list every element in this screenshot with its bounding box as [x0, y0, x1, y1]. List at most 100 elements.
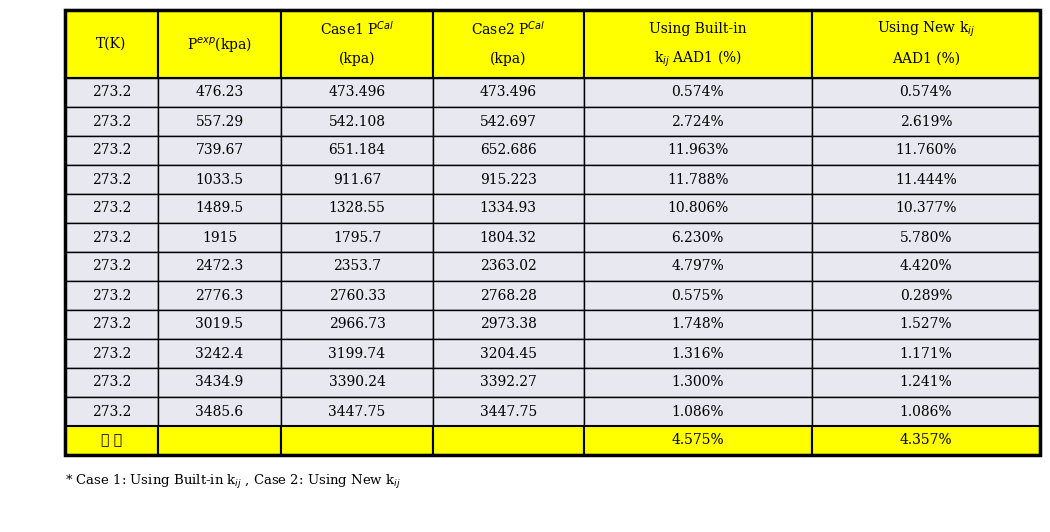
- Text: (kpa): (kpa): [339, 52, 375, 66]
- Text: 2363.02: 2363.02: [480, 260, 537, 273]
- Bar: [65, 194, 158, 223]
- Text: 4.575%: 4.575%: [671, 434, 724, 447]
- Bar: [433, 252, 584, 281]
- Bar: [65, 310, 158, 339]
- Text: 4.797%: 4.797%: [671, 260, 724, 273]
- Text: 5.780%: 5.780%: [900, 230, 952, 245]
- Text: 1.316%: 1.316%: [671, 346, 724, 361]
- Bar: [812, 223, 1040, 252]
- Bar: [158, 136, 281, 165]
- Bar: [812, 281, 1040, 310]
- Bar: [812, 78, 1040, 107]
- Bar: [433, 10, 584, 78]
- Text: 10.377%: 10.377%: [896, 202, 957, 215]
- Text: 3434.9: 3434.9: [195, 376, 244, 389]
- Bar: [65, 368, 158, 397]
- Text: 915.223: 915.223: [480, 172, 537, 187]
- Text: 273.2: 273.2: [91, 202, 131, 215]
- Bar: [584, 194, 812, 223]
- Text: 2768.28: 2768.28: [480, 288, 537, 303]
- Bar: [433, 426, 584, 455]
- Bar: [812, 368, 1040, 397]
- Bar: [281, 223, 433, 252]
- Text: 273.2: 273.2: [91, 288, 131, 303]
- Bar: [433, 78, 584, 107]
- Text: 2966.73: 2966.73: [329, 318, 385, 331]
- Text: T(K): T(K): [97, 37, 126, 51]
- Bar: [158, 78, 281, 107]
- Text: 3392.27: 3392.27: [480, 376, 537, 389]
- Bar: [65, 252, 158, 281]
- Bar: [65, 223, 158, 252]
- Bar: [65, 165, 158, 194]
- Text: 1795.7: 1795.7: [333, 230, 381, 245]
- Text: 11.760%: 11.760%: [896, 144, 957, 157]
- Bar: [433, 281, 584, 310]
- Text: 1489.5: 1489.5: [195, 202, 244, 215]
- Text: 3447.75: 3447.75: [329, 404, 385, 419]
- Text: 3485.6: 3485.6: [195, 404, 244, 419]
- Bar: [812, 10, 1040, 78]
- Text: 3447.75: 3447.75: [480, 404, 537, 419]
- Text: 0.289%: 0.289%: [900, 288, 952, 303]
- Text: 473.496: 473.496: [329, 86, 385, 99]
- Bar: [158, 165, 281, 194]
- Bar: [65, 281, 158, 310]
- Bar: [584, 310, 812, 339]
- Bar: [433, 310, 584, 339]
- Bar: [158, 10, 281, 78]
- Text: 1.748%: 1.748%: [671, 318, 724, 331]
- Bar: [584, 165, 812, 194]
- Text: 0.574%: 0.574%: [671, 86, 724, 99]
- Text: 11.963%: 11.963%: [667, 144, 729, 157]
- Text: P$^{exp}$(kpa): P$^{exp}$(kpa): [187, 35, 252, 54]
- Bar: [158, 223, 281, 252]
- Text: 1.300%: 1.300%: [672, 376, 724, 389]
- Bar: [158, 194, 281, 223]
- Text: Case1 P$^{Cal}$: Case1 P$^{Cal}$: [320, 20, 394, 38]
- Bar: [158, 107, 281, 136]
- Bar: [584, 252, 812, 281]
- Bar: [65, 107, 158, 136]
- Text: (kpa): (kpa): [490, 52, 526, 66]
- Text: 273.2: 273.2: [91, 230, 131, 245]
- Bar: [433, 223, 584, 252]
- Text: 273.2: 273.2: [91, 144, 131, 157]
- Bar: [584, 426, 812, 455]
- Text: 4.357%: 4.357%: [900, 434, 952, 447]
- Text: 1.086%: 1.086%: [672, 404, 724, 419]
- Bar: [584, 107, 812, 136]
- Bar: [812, 310, 1040, 339]
- Text: 1804.32: 1804.32: [480, 230, 537, 245]
- Bar: [281, 252, 433, 281]
- Text: 0.575%: 0.575%: [672, 288, 724, 303]
- Bar: [65, 10, 1040, 455]
- Text: Using Built-in: Using Built-in: [649, 22, 747, 36]
- Bar: [281, 136, 433, 165]
- Bar: [65, 339, 158, 368]
- Text: 651.184: 651.184: [329, 144, 385, 157]
- Text: 273.2: 273.2: [91, 172, 131, 187]
- Text: * Case 1: Using Built-in k$_{ij}$ , Case 2: Using New k$_{ij}$: * Case 1: Using Built-in k$_{ij}$ , Case…: [65, 473, 401, 491]
- Bar: [158, 252, 281, 281]
- Text: 1033.5: 1033.5: [195, 172, 244, 187]
- Bar: [433, 368, 584, 397]
- Bar: [812, 339, 1040, 368]
- Text: k$_{ij}$ AAD1 (%): k$_{ij}$ AAD1 (%): [654, 49, 741, 69]
- Bar: [812, 426, 1040, 455]
- Bar: [433, 397, 584, 426]
- Text: 476.23: 476.23: [195, 86, 244, 99]
- Text: Case2 P$^{Cal}$: Case2 P$^{Cal}$: [471, 20, 545, 38]
- Text: 273.2: 273.2: [91, 86, 131, 99]
- Bar: [812, 107, 1040, 136]
- Text: 10.806%: 10.806%: [667, 202, 729, 215]
- Bar: [158, 339, 281, 368]
- Text: 6.230%: 6.230%: [672, 230, 723, 245]
- Bar: [433, 339, 584, 368]
- Bar: [158, 368, 281, 397]
- Text: 2472.3: 2472.3: [195, 260, 244, 273]
- Text: 273.2: 273.2: [91, 376, 131, 389]
- Text: 652.686: 652.686: [480, 144, 537, 157]
- Bar: [812, 252, 1040, 281]
- Bar: [281, 281, 433, 310]
